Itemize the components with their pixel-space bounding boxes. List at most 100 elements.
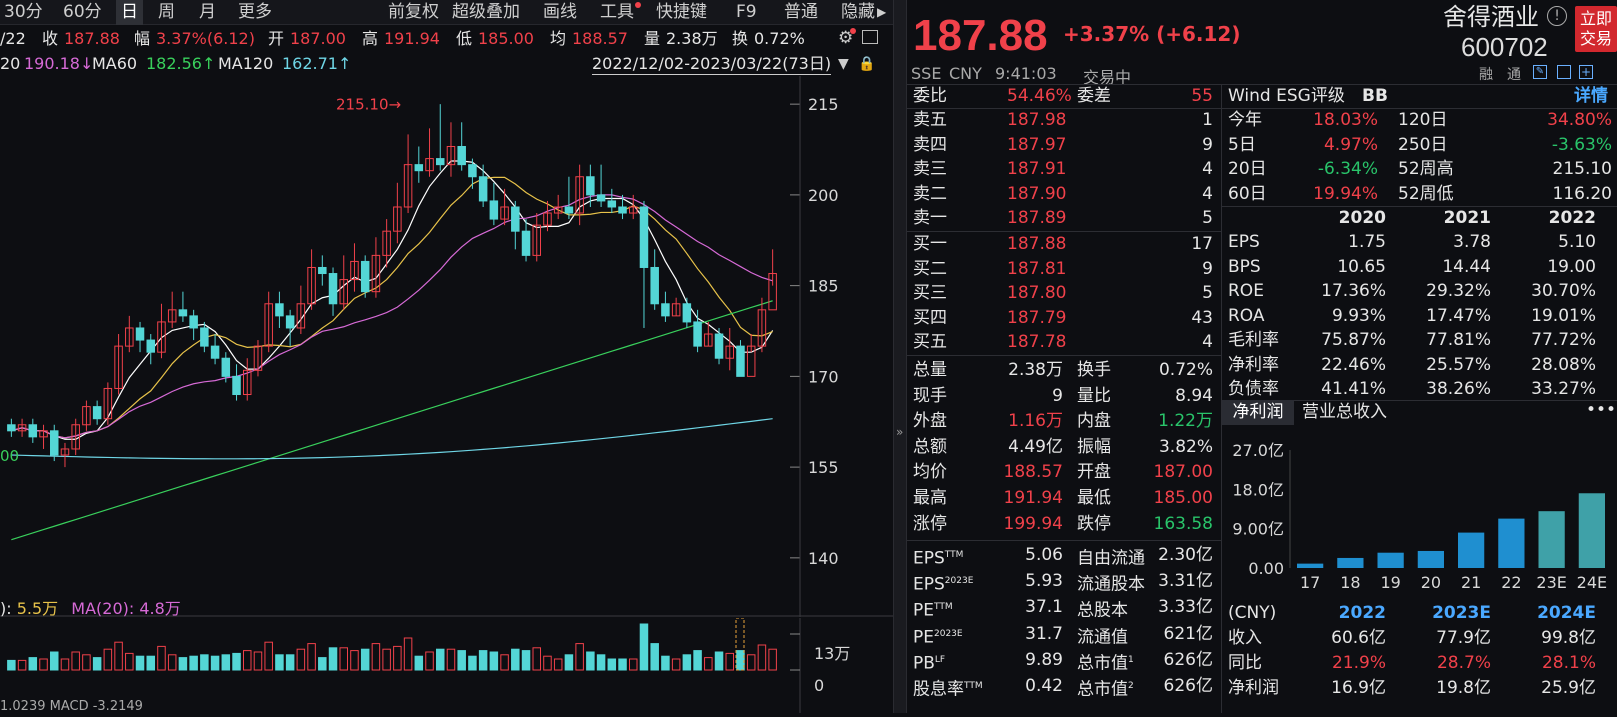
period-month[interactable]: 月 <box>199 2 216 22</box>
connect-tag[interactable]: 通 <box>1507 67 1521 83</box>
profit-bar[interactable] <box>1458 532 1485 568</box>
add-icon[interactable]: + <box>1579 65 1593 79</box>
candle-body[interactable] <box>457 145 466 166</box>
draw-button[interactable]: 画线 <box>543 2 577 22</box>
candle-body[interactable] <box>7 424 16 432</box>
candle-body[interactable] <box>210 345 220 359</box>
overlay-button[interactable]: 超级叠加 <box>452 2 520 22</box>
candle-body[interactable] <box>146 339 156 353</box>
candle-body[interactable] <box>92 406 102 420</box>
candle-body[interactable] <box>682 303 692 323</box>
profit-bar[interactable] <box>1337 557 1364 568</box>
kline-svg[interactable]: 215 200 185 170 155 140 215.10→ 00 <box>0 76 893 617</box>
candle-body[interactable] <box>371 254 381 293</box>
candle-body[interactable] <box>736 345 745 377</box>
candle-body[interactable] <box>382 230 391 256</box>
candle-body[interactable] <box>575 176 584 214</box>
candle-body[interactable] <box>232 375 241 396</box>
candle-body[interactable] <box>318 266 327 275</box>
candle-body[interactable] <box>60 448 70 456</box>
candle-body[interactable] <box>553 206 563 214</box>
candle-body[interactable] <box>746 345 756 377</box>
candle-body[interactable] <box>403 164 413 208</box>
candle-body[interactable] <box>200 327 209 347</box>
profit-bar[interactable] <box>1498 518 1525 568</box>
candle-body[interactable] <box>618 206 627 214</box>
candle-body[interactable] <box>39 430 48 438</box>
candle-body[interactable] <box>757 309 767 347</box>
candle-body[interactable] <box>125 327 134 347</box>
collapse-icon[interactable]: » <box>896 425 904 439</box>
candle-body[interactable] <box>360 260 370 293</box>
candle-body[interactable] <box>285 315 295 329</box>
candle-body[interactable] <box>339 279 349 305</box>
profit-bar[interactable] <box>1377 552 1404 568</box>
info-icon[interactable]: ! <box>1547 6 1567 26</box>
candle-body[interactable] <box>189 315 198 329</box>
candle-body[interactable] <box>242 369 252 396</box>
candle-body[interactable] <box>489 200 499 220</box>
candle-body[interactable] <box>532 224 542 256</box>
candle-body[interactable] <box>425 158 434 172</box>
candle-body[interactable] <box>693 321 702 347</box>
candle-body[interactable] <box>393 206 402 232</box>
candle-body[interactable] <box>586 176 595 196</box>
candle-body[interactable] <box>307 266 316 305</box>
candle-body[interactable] <box>157 321 166 353</box>
chevron-right-icon[interactable]: ▶ <box>877 5 887 19</box>
candle-body[interactable] <box>596 194 606 202</box>
candle-body[interactable] <box>639 206 649 268</box>
tools-button[interactable]: 工具 <box>600 2 634 22</box>
screenshot-icon[interactable] <box>862 30 878 44</box>
period-day[interactable]: 日 <box>116 0 143 25</box>
period-week[interactable]: 周 <box>158 2 175 22</box>
margin-tag[interactable]: 融 <box>1479 67 1493 83</box>
candle-body[interactable] <box>511 206 520 232</box>
tab-revenue[interactable]: 营业总收入 <box>1302 402 1387 422</box>
edit-icon[interactable]: ✎ <box>1533 65 1547 79</box>
profit-bar[interactable] <box>1297 563 1324 568</box>
f9-button[interactable]: F9 <box>736 2 757 22</box>
adjust-button[interactable]: 前复权 <box>388 2 439 22</box>
lock-icon[interactable]: 🔒 <box>858 56 876 72</box>
candle-body[interactable] <box>49 430 59 456</box>
candle-body[interactable] <box>253 345 263 371</box>
profit-bar[interactable] <box>1538 511 1565 568</box>
candle-body[interactable] <box>435 158 445 166</box>
profit-bar[interactable] <box>1417 550 1444 568</box>
candle-body[interactable] <box>468 164 477 178</box>
candle-body[interactable] <box>564 206 574 214</box>
profit-bar[interactable] <box>1578 493 1605 568</box>
period-30min[interactable]: 30分 <box>4 2 43 22</box>
shortcut-button[interactable]: 快捷键 <box>656 2 707 22</box>
candle-body[interactable] <box>725 345 735 359</box>
candle-body[interactable] <box>607 200 617 208</box>
candle-body[interactable] <box>478 176 488 202</box>
candle-body[interactable] <box>167 309 177 323</box>
esg-details-link[interactable]: 详情 <box>1574 86 1608 106</box>
more-icon[interactable]: ••• <box>1586 400 1617 420</box>
candle-body[interactable] <box>17 424 27 432</box>
candle-body[interactable] <box>296 303 306 329</box>
normal-button[interactable]: 普通 <box>784 2 818 22</box>
candle-body[interactable] <box>704 333 713 347</box>
candle-body[interactable] <box>275 303 284 317</box>
candle-body[interactable] <box>414 164 424 172</box>
candle-body[interactable] <box>350 260 359 281</box>
candle-body[interactable] <box>543 212 552 226</box>
candle-body[interactable] <box>661 303 670 317</box>
candle-body[interactable] <box>82 406 91 426</box>
candle-body[interactable] <box>628 206 638 214</box>
candle-body[interactable] <box>103 387 113 420</box>
candle-body[interactable] <box>178 309 188 317</box>
candle-body[interactable] <box>328 273 338 305</box>
period-60min[interactable]: 60分 <box>63 2 102 22</box>
period-more[interactable]: 更多 <box>238 2 272 22</box>
window-icon[interactable] <box>1557 65 1571 79</box>
candle-body[interactable] <box>135 327 145 341</box>
panel-divider[interactable]: » <box>893 0 907 713</box>
caret-down-icon[interactable]: ▼ <box>838 56 849 72</box>
candle-body[interactable] <box>446 145 456 166</box>
candle-body[interactable] <box>221 357 231 377</box>
gear-icon[interactable]: ⚙ <box>838 28 854 48</box>
